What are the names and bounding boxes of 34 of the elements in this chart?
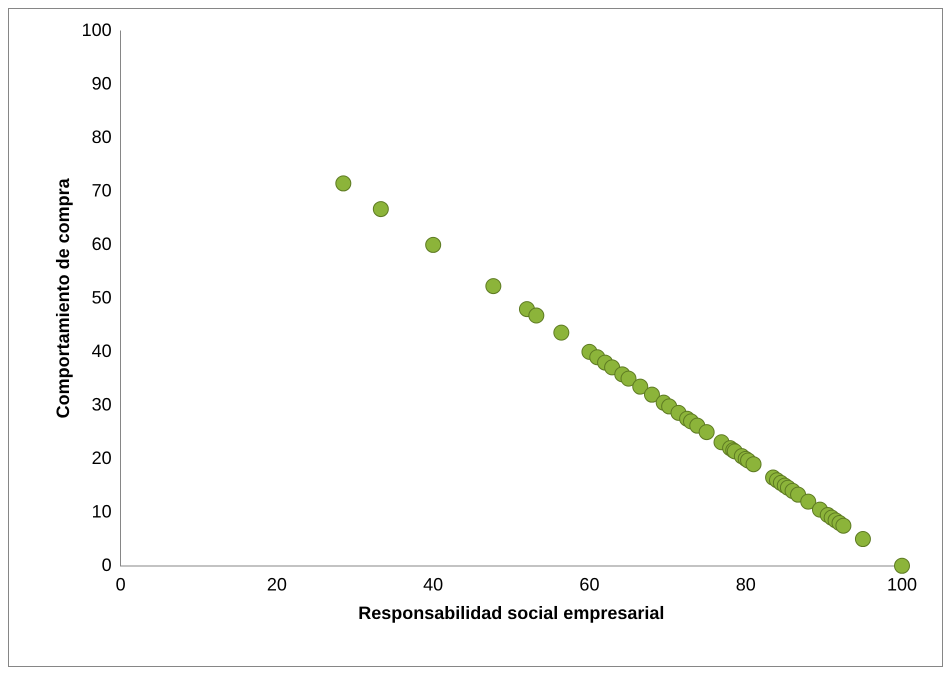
point — [698, 424, 715, 440]
point — [644, 386, 660, 403]
y-tick-label: 60 — [92, 234, 112, 254]
x-tick-label: 0 — [116, 574, 126, 595]
point — [800, 494, 816, 510]
point — [620, 370, 637, 387]
point — [894, 558, 910, 574]
y-tick-label: 80 — [92, 126, 112, 147]
x-tick-label: 100 — [886, 574, 918, 595]
y-tick-label: 70 — [92, 180, 112, 200]
y-tick-label: 30 — [92, 394, 112, 414]
y-tick-label: 10 — [92, 501, 112, 522]
point — [632, 378, 648, 395]
y-tick-label: 20 — [92, 448, 112, 468]
y-tick-label: 0 — [102, 554, 112, 575]
point — [335, 175, 352, 192]
point — [854, 531, 871, 548]
point — [746, 456, 762, 472]
point — [553, 324, 570, 341]
y-tick-label: 50 — [92, 287, 112, 308]
point — [835, 518, 852, 534]
x-tick-label: 40 — [423, 574, 444, 595]
x-tick-label: 80 — [736, 574, 756, 595]
x-axis-title: Responsabilidad social empresarial — [358, 603, 664, 624]
point — [372, 201, 389, 218]
y-tick-label: 100 — [82, 20, 112, 40]
y-tick-label: 40 — [92, 340, 112, 361]
x-tick-label: 20 — [266, 574, 287, 595]
point — [485, 278, 502, 294]
y-tick-label: 90 — [92, 73, 112, 94]
point — [425, 236, 442, 253]
y-axis-title: Comportamiento de compra — [52, 177, 73, 418]
x-tick-label: 60 — [579, 574, 600, 595]
point — [528, 308, 544, 324]
